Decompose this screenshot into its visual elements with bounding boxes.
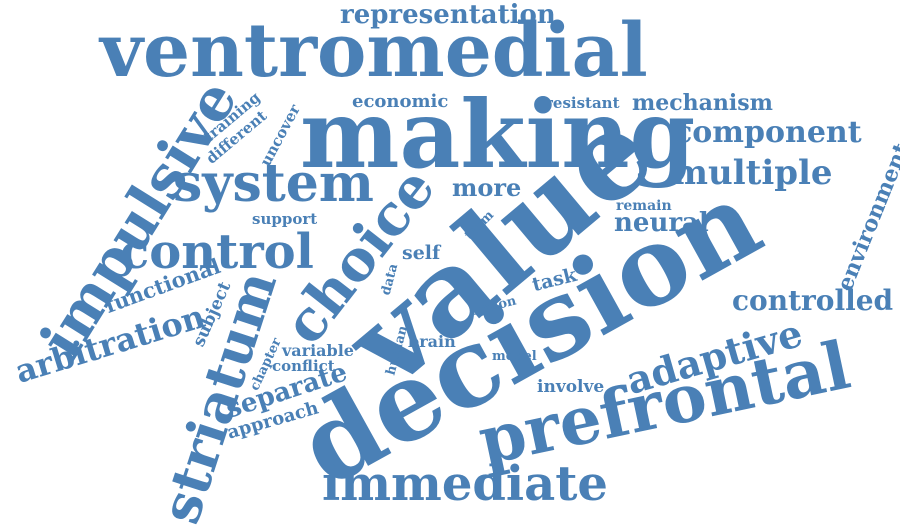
word-more: more — [452, 173, 522, 202]
word-economic: economic — [352, 91, 449, 112]
word-environment: environment — [831, 139, 900, 295]
word-mechanism: mechanism — [632, 90, 773, 116]
word-involve: involve — [537, 377, 605, 397]
word-variable: variable — [282, 341, 354, 360]
word-remain: remain — [616, 198, 672, 214]
word-multiple: multiple — [672, 153, 833, 193]
word-ventromedial: ventromedial — [100, 8, 648, 94]
word-making: making — [300, 80, 696, 190]
word-system: system — [173, 153, 374, 214]
word-representation: representation — [340, 0, 556, 30]
word-resistant: resistant — [545, 94, 620, 112]
word-component: component — [674, 115, 862, 150]
word-model: model — [492, 349, 537, 364]
word-brain: brain — [408, 332, 456, 351]
word-self: self — [402, 242, 441, 264]
word-controlled: controlled — [732, 284, 894, 317]
word-support: support — [252, 210, 318, 228]
word-immediate: immediate — [322, 456, 608, 512]
word-conflict: conflict — [272, 357, 335, 375]
word-neural: neural — [614, 208, 709, 238]
word-control: control — [120, 224, 314, 280]
